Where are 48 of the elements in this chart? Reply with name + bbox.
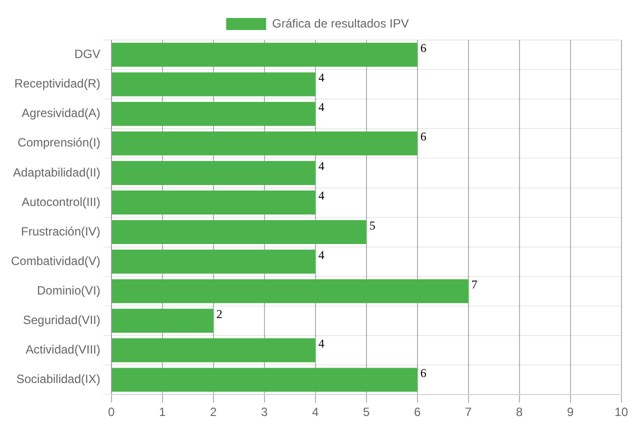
y-tick-label: Agresividad(A) bbox=[22, 106, 100, 120]
bar bbox=[112, 72, 316, 96]
data-label: 4 bbox=[318, 70, 324, 85]
bar bbox=[112, 42, 418, 67]
data-label: 4 bbox=[318, 188, 324, 203]
data-label: 7 bbox=[471, 277, 478, 292]
bar bbox=[112, 102, 316, 126]
bar bbox=[112, 250, 316, 274]
data-label: 6 bbox=[420, 366, 426, 380]
bar bbox=[112, 190, 316, 214]
x-tick-label: 6 bbox=[414, 405, 421, 420]
y-tick-label: Receptividad(R) bbox=[14, 76, 100, 91]
x-tick-label: 1 bbox=[159, 405, 166, 420]
legend-label: Gráfica de resultados IPV bbox=[272, 16, 409, 30]
x-tick-label: 7 bbox=[464, 405, 472, 420]
data-label: 6 bbox=[420, 130, 426, 144]
y-tick-label: Autocontrol(III) bbox=[22, 194, 100, 209]
bar bbox=[112, 161, 316, 185]
data-label: 5 bbox=[369, 218, 376, 232]
bar bbox=[112, 279, 468, 304]
bar bbox=[112, 338, 316, 362]
x-tick-label: 3 bbox=[261, 405, 268, 420]
data-label: 4 bbox=[318, 159, 324, 174]
data-label: 4 bbox=[318, 248, 324, 262]
y-tick-label: Combatividad(V) bbox=[10, 254, 100, 268]
y-tick-label: Adaptabilidad(II) bbox=[12, 165, 100, 180]
x-tick-label: 4 bbox=[312, 405, 320, 420]
x-tick-label: 8 bbox=[516, 405, 523, 420]
bar bbox=[112, 308, 214, 333]
y-tick-label: Dominio(VI) bbox=[37, 283, 100, 298]
data-label: 4 bbox=[318, 100, 324, 114]
y-tick-label: Seguridad(VII) bbox=[22, 313, 100, 328]
data-label: 4 bbox=[318, 336, 324, 350]
y-tick-label: Frustración(IV) bbox=[21, 224, 100, 238]
y-tick-label: Actividad(VIII) bbox=[26, 342, 100, 357]
x-tick-label: 5 bbox=[363, 405, 370, 420]
data-label: 2 bbox=[216, 306, 222, 321]
x-tick-label: 2 bbox=[210, 405, 218, 420]
y-tick-label: Comprensión(I) bbox=[18, 136, 100, 150]
data-label: 6 bbox=[420, 40, 426, 55]
y-tick-label: Sociabilidad(IX) bbox=[16, 372, 100, 386]
bar bbox=[112, 131, 418, 156]
x-tick-label: 9 bbox=[566, 405, 574, 420]
bar bbox=[112, 368, 418, 392]
x-tick-label: 0 bbox=[108, 405, 116, 420]
x-tick-label: 10 bbox=[614, 405, 628, 420]
y-tick-label: DGV bbox=[74, 47, 100, 62]
bar bbox=[112, 220, 366, 244]
